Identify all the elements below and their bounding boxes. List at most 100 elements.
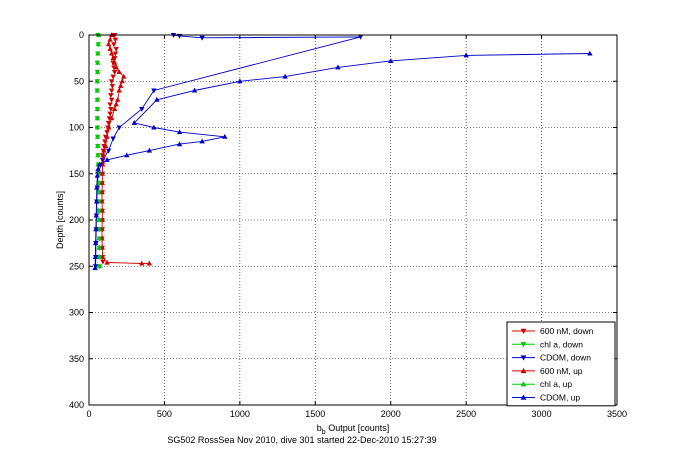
grid-lines — [89, 35, 617, 405]
data-point — [108, 88, 115, 94]
data-point — [96, 263, 102, 269]
data-point — [95, 152, 101, 158]
data-point — [114, 96, 121, 102]
data-point — [95, 50, 101, 56]
data-point — [105, 41, 112, 47]
legend-label: 600 nM, up — [540, 366, 583, 376]
x-axis-label: bb Output [counts] — [317, 423, 389, 436]
y-tick-label: 350 — [69, 354, 84, 364]
data-point — [110, 136, 116, 142]
data-point — [108, 50, 115, 56]
data-point — [199, 138, 205, 144]
data-point — [116, 87, 122, 93]
legend-marker — [520, 381, 527, 387]
data-point — [108, 79, 115, 85]
data-point — [93, 226, 99, 232]
data-point — [92, 240, 99, 246]
legend-item: CDOM, up — [512, 393, 580, 403]
data-point — [99, 244, 105, 250]
data-point — [110, 55, 116, 61]
data-point — [108, 106, 114, 112]
data-point — [99, 207, 105, 213]
data-point — [104, 133, 110, 139]
data-point — [388, 58, 394, 63]
series-5 — [92, 50, 593, 271]
y-tick-label: 50 — [74, 76, 84, 86]
data-point — [92, 265, 98, 271]
data-point — [94, 106, 101, 112]
x-tick-label: 1000 — [230, 409, 250, 419]
y-tick-label: 250 — [69, 261, 84, 271]
data-point — [99, 217, 105, 223]
data-point — [95, 189, 102, 195]
data-point — [109, 83, 116, 89]
legend-marker — [520, 328, 527, 335]
data-point — [146, 147, 153, 153]
legend-marker — [520, 355, 527, 361]
y-axis-label: Depth [counts] — [55, 191, 65, 249]
data-point — [95, 143, 101, 149]
data-point — [108, 115, 115, 121]
data-point — [96, 254, 102, 260]
legend-label: chl a, up — [540, 379, 572, 389]
data-point — [107, 46, 113, 51]
x-tick-label: 500 — [157, 409, 172, 419]
data-point — [146, 260, 153, 266]
data-point — [104, 259, 110, 265]
legend-item: 600 nM, down — [512, 326, 594, 336]
y-tick-label: 100 — [69, 123, 84, 133]
data-point — [107, 111, 113, 117]
data-point — [116, 125, 122, 131]
y-tick-label: 200 — [69, 215, 84, 225]
data-point — [282, 73, 288, 79]
legend-label: CDOM, up — [540, 393, 580, 403]
x-tick-label: 1500 — [305, 409, 325, 419]
legend-label: CDOM, down — [540, 353, 591, 363]
data-point — [105, 124, 112, 130]
tick-labels: 0 500 1000 1500 2000 2500 3000 3500 0 50 100 150 200… — [69, 30, 627, 419]
data-point — [113, 46, 119, 52]
legend-marker — [520, 394, 527, 400]
data-point — [94, 124, 101, 130]
data-point — [107, 102, 113, 108]
y-tick-label: 0 — [79, 30, 84, 40]
data-point — [96, 235, 102, 241]
data-point — [131, 120, 137, 125]
x-tick-label: 3500 — [607, 409, 627, 419]
data-point — [119, 78, 125, 84]
data-point — [116, 69, 122, 75]
x-tick-label: 2500 — [456, 409, 476, 419]
data-point — [93, 198, 100, 204]
data-point — [124, 152, 130, 158]
legend-item: chl a, up — [512, 379, 572, 389]
data-point — [94, 115, 101, 121]
data-point — [99, 254, 106, 260]
data-point — [95, 59, 101, 65]
y-tick-label: 400 — [69, 400, 84, 410]
data-point — [99, 180, 105, 186]
data-point — [92, 254, 99, 260]
y-tick-label: 300 — [69, 308, 84, 318]
legend-marker — [520, 342, 527, 348]
data-point — [100, 152, 107, 158]
data-point — [96, 217, 102, 223]
data-point — [94, 184, 100, 190]
data-point — [93, 212, 99, 218]
data-point — [105, 148, 112, 154]
legend-item: chl a, down — [512, 339, 583, 349]
legend: 600 nM, down chl a, down CDOM, down 600 nM,… — [506, 321, 616, 407]
data-point — [139, 260, 145, 266]
data-point — [94, 87, 101, 93]
data-point — [101, 147, 107, 153]
data-point — [94, 78, 101, 84]
data-point — [99, 198, 105, 204]
data-point — [111, 59, 118, 65]
data-point — [113, 64, 119, 70]
data-point — [111, 106, 118, 112]
data-point — [96, 207, 102, 213]
series-layer — [92, 32, 593, 271]
data-point — [222, 133, 228, 139]
data-point — [94, 96, 101, 102]
data-point — [108, 97, 115, 103]
